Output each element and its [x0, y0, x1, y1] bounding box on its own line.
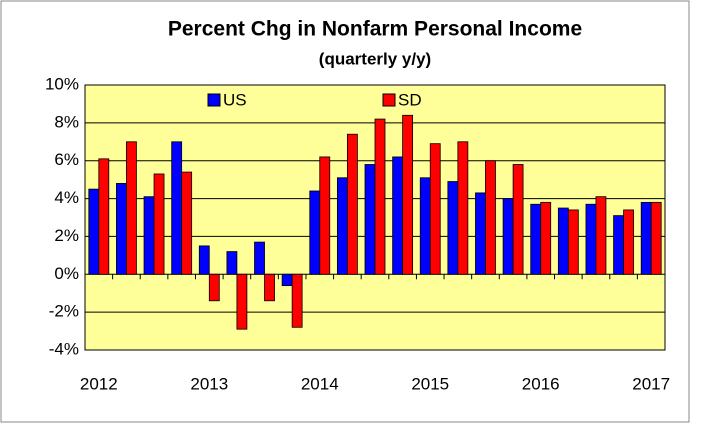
y-tick-label: -2% [49, 302, 79, 321]
bar [429, 143, 441, 275]
bar [530, 203, 542, 275]
bar [254, 241, 265, 275]
bar [585, 203, 597, 275]
x-tick-label: 2014 [301, 374, 339, 393]
y-tick-label: 8% [54, 112, 79, 131]
bar [126, 141, 137, 275]
legend-label: SD [398, 90, 422, 109]
bar [374, 118, 386, 275]
bar [540, 201, 552, 275]
x-tick-label: 2012 [80, 374, 118, 393]
bar [181, 171, 193, 275]
bar [447, 181, 459, 275]
bar [236, 273, 248, 330]
y-tick-label: 10% [45, 74, 79, 93]
bar [650, 201, 662, 275]
bar [226, 251, 238, 275]
bar [640, 201, 652, 275]
x-tick-label: 2015 [411, 374, 449, 393]
bar [613, 215, 624, 275]
bar [567, 209, 579, 275]
bar [475, 192, 486, 275]
bar [346, 133, 358, 275]
chart-title: Percent Chg in Nonfarm Personal Income [168, 18, 582, 41]
bar [153, 173, 165, 275]
bar [485, 160, 496, 275]
bar [291, 273, 303, 328]
chart-subtitle: (quarterly y/y) [319, 49, 431, 68]
y-tick-label: 4% [54, 188, 79, 207]
x-tick-label: 2013 [190, 374, 228, 393]
legend-swatch [207, 93, 221, 107]
bar [281, 273, 293, 287]
bar [392, 156, 404, 275]
legend-swatch [382, 93, 396, 107]
bar [457, 141, 469, 275]
bar [557, 207, 569, 275]
bar [208, 273, 220, 302]
bar [623, 209, 634, 275]
bar [98, 158, 110, 275]
bar [116, 183, 127, 275]
x-tick-label: 2016 [522, 374, 560, 393]
y-tick-label: -4% [49, 339, 79, 358]
bar [171, 141, 183, 275]
bar [198, 245, 210, 275]
bar [419, 177, 431, 275]
bar [309, 190, 321, 275]
bar [264, 273, 275, 302]
legend-label: US [223, 90, 247, 109]
bar [402, 114, 414, 275]
bar [512, 164, 524, 275]
y-tick-label: 2% [54, 226, 79, 245]
y-tick-label: 0% [54, 264, 79, 283]
bar [143, 196, 155, 275]
y-tick-label: 6% [54, 150, 79, 169]
bar [502, 198, 514, 275]
bar [336, 177, 348, 275]
bar [595, 196, 607, 275]
x-tick-label: 2017 [632, 374, 670, 393]
bar [364, 164, 376, 275]
bar [319, 156, 331, 275]
bar [88, 188, 100, 275]
